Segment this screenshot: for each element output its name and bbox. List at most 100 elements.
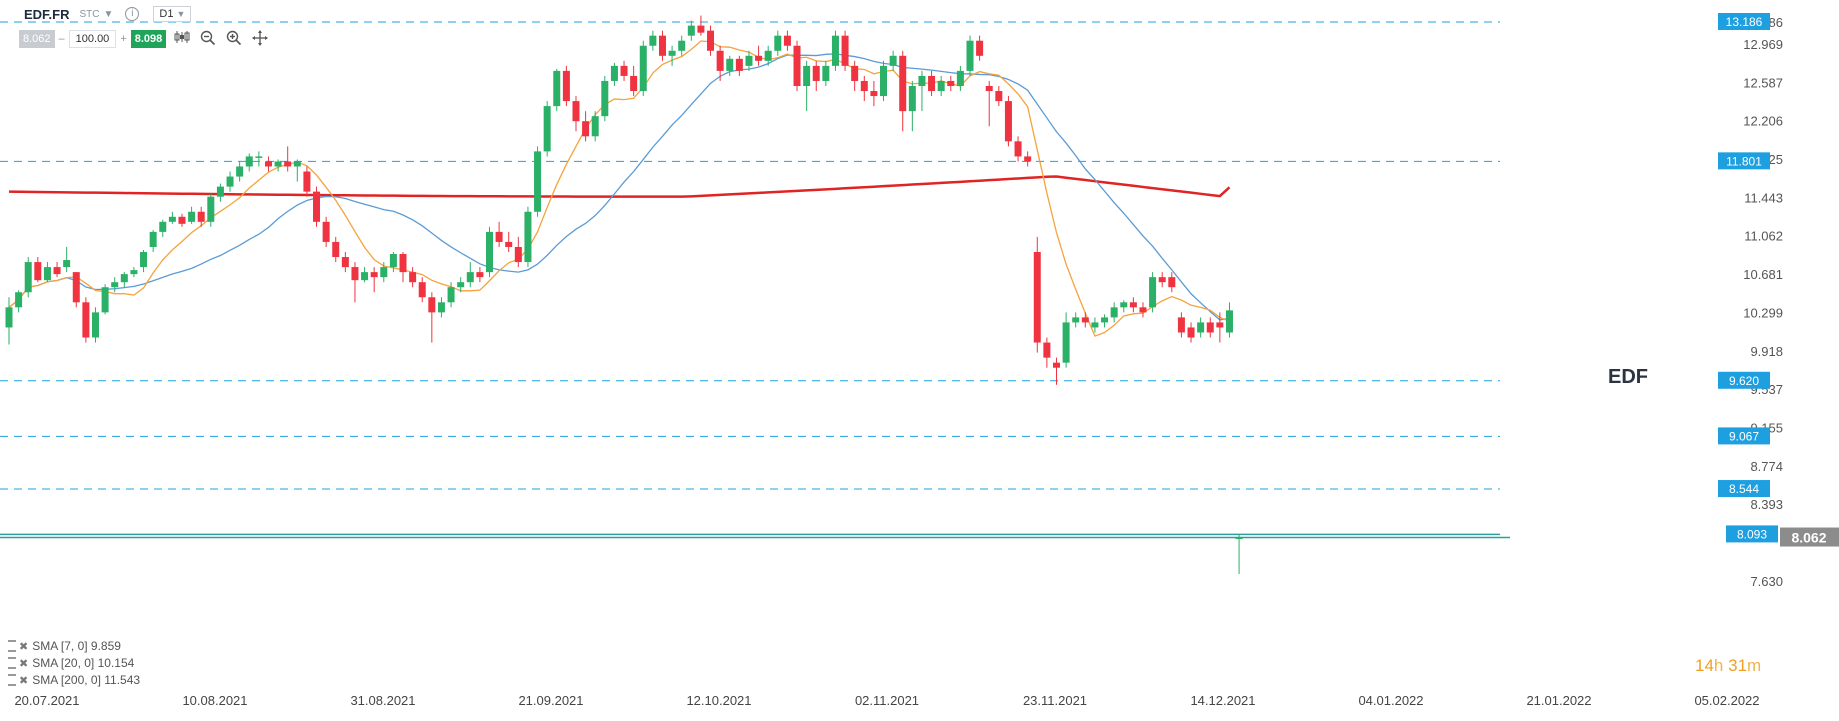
candle-body [448, 287, 455, 302]
candle-body [524, 212, 531, 262]
close-icon[interactable]: ✖ [19, 657, 28, 670]
candle-body [476, 272, 483, 277]
candle-body [361, 272, 368, 280]
candle-body [380, 267, 387, 277]
candle-body [1236, 538, 1243, 540]
candle-body [121, 274, 128, 282]
candle-body [1082, 317, 1089, 322]
market-label[interactable]: STC [80, 9, 100, 20]
level-label: 8.093 [1737, 527, 1767, 541]
indicator-sma-200[interactable]: ✖ SMA [200, 0] 11.543 [8, 673, 140, 687]
indicator-settings-icon[interactable] [8, 657, 16, 669]
candle-body [909, 86, 916, 111]
timer-minutes: 31 [1728, 656, 1747, 675]
level-label: 11.801 [1726, 154, 1762, 168]
sma-20-line [9, 54, 1229, 320]
candle-body [1216, 322, 1223, 327]
indicator-label: SMA [7, 0] 9.859 [32, 639, 121, 653]
candle-body [553, 71, 560, 106]
zoom-in-icon[interactable] [226, 30, 242, 49]
date-tick-label: 12.10.2021 [686, 693, 751, 708]
candle-body [592, 116, 599, 136]
timeframe-select[interactable]: D1 ▼ [153, 6, 191, 22]
price-tick-label: 12.206 [1743, 114, 1783, 129]
candle-body [755, 56, 762, 61]
level-label: 9.620 [1729, 374, 1759, 388]
price-tick-label: 7.630 [1750, 574, 1783, 589]
sell-button[interactable]: 8.062 [19, 30, 55, 48]
increase-volume-button[interactable]: + [116, 33, 130, 45]
candle-body [678, 41, 685, 51]
move-icon[interactable] [252, 30, 268, 49]
candle-body [774, 36, 781, 51]
candle-body [332, 242, 339, 257]
candle-body [697, 26, 704, 33]
indicator-settings-icon[interactable] [8, 674, 16, 686]
candle-body [534, 151, 541, 211]
candle-body [1139, 307, 1146, 312]
candle-body [976, 41, 983, 56]
candle-body [1101, 317, 1108, 322]
candle-body [63, 260, 70, 267]
candle-body [351, 267, 358, 280]
date-tick-label: 05.02.2022 [1694, 693, 1759, 708]
candle-body [572, 101, 579, 121]
indicator-sma-7[interactable]: ✖ SMA [7, 0] 9.859 [8, 639, 121, 653]
candle-body [265, 161, 272, 166]
candle-timer: 14h 31m [1695, 656, 1761, 676]
symbol-label[interactable]: EDF.FR [24, 7, 70, 22]
current-price-label: 8.062 [1791, 530, 1826, 546]
candles-icon[interactable] [174, 30, 190, 49]
decrease-volume-button[interactable]: – [55, 33, 69, 45]
candle-body [34, 262, 41, 280]
candle-body [246, 156, 253, 166]
candle-body [1111, 307, 1118, 317]
price-tick-label: 8.393 [1750, 497, 1783, 512]
candle-body [400, 254, 407, 272]
candle-body [765, 51, 772, 61]
date-tick-label: 31.08.2021 [350, 693, 415, 708]
watermark-label: EDF [1608, 366, 1648, 388]
indicator-settings-icon[interactable] [8, 640, 16, 652]
indicator-sma-20[interactable]: ✖ SMA [20, 0] 10.154 [8, 656, 134, 670]
candle-body [1072, 317, 1079, 322]
candle-body [169, 217, 176, 222]
candle-body [1188, 327, 1195, 337]
candle-body [313, 192, 320, 222]
candle-body [323, 222, 330, 242]
date-tick-label: 21.09.2021 [518, 693, 583, 708]
volume-input[interactable]: 100.00 [69, 30, 117, 48]
zoom-out-icon[interactable] [200, 30, 216, 49]
chevron-down-icon[interactable]: ▼ [104, 9, 114, 20]
candle-body [428, 297, 435, 312]
candle-body [563, 71, 570, 101]
info-icon[interactable]: i [125, 7, 139, 21]
candle-body [140, 252, 147, 267]
indicator-label: SMA [200, 0] 11.543 [32, 673, 140, 687]
candle-body [938, 81, 945, 91]
candle-body [1168, 277, 1175, 287]
close-icon[interactable]: ✖ [19, 640, 28, 653]
candle-body [861, 81, 868, 91]
time-axis: 20.07.2021 10.08.2021 31.08.2021 21.09.2021… [14, 693, 1759, 708]
timer-hours: 14 [1695, 656, 1714, 675]
candle-body [159, 222, 166, 232]
price-tick-label: 11.443 [1744, 190, 1783, 205]
candle-body [707, 31, 714, 51]
candle-body [1159, 277, 1166, 282]
close-icon[interactable]: ✖ [19, 674, 28, 687]
candle-body [1063, 322, 1070, 362]
candle-body [813, 66, 820, 81]
candle-body [1015, 141, 1022, 156]
buy-button[interactable]: 8.098 [131, 30, 167, 48]
candle-body [870, 91, 877, 96]
timer-minutes-unit: m [1747, 656, 1761, 675]
candle-body [890, 56, 897, 66]
candle-body [1120, 302, 1127, 307]
price-tick-label: 10.681 [1743, 267, 1783, 282]
candle-body [611, 66, 618, 81]
candle-body [621, 66, 628, 76]
candle-body [111, 282, 118, 287]
level-label: 9.067 [1729, 429, 1759, 443]
